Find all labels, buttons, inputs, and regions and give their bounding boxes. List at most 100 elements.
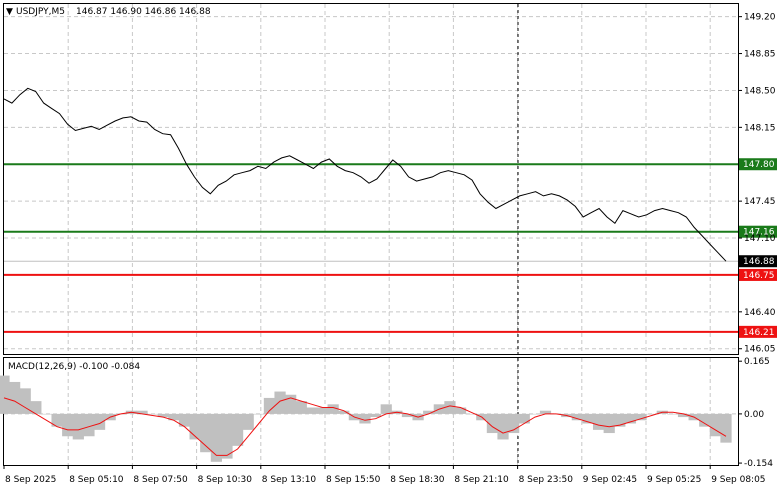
macd-histogram-bar (19, 388, 31, 414)
macd-histogram-bar (136, 410, 148, 414)
macd-histogram-bar (0, 375, 10, 414)
macd-histogram-bar (221, 413, 233, 459)
macd-histogram-bar (454, 407, 467, 414)
price-grid (4, 4, 738, 465)
time-tick-label: 8 Sep 21:10 (454, 475, 509, 485)
price-tick-label: 148.50 (744, 86, 776, 96)
macd-histogram-bar (508, 413, 520, 434)
macd-histogram-bar (497, 413, 509, 440)
macd-histogram-bar (253, 413, 265, 415)
macd-histogram-bar (465, 413, 477, 415)
macd-histogram-bar (338, 410, 350, 414)
macd-histogram-bar (263, 397, 276, 414)
macd-histogram-bar (592, 413, 605, 430)
time-tick-label: 8 Sep 05:10 (69, 475, 124, 485)
macd-histogram-bar (603, 413, 615, 434)
time-tick-label: 8 Sep 07:50 (133, 475, 188, 485)
macd-histogram-bar (539, 410, 552, 414)
macd-histogram-bar (83, 413, 95, 437)
macd-signal-line (3, 397, 727, 456)
macd-histogram-bar (295, 401, 307, 414)
macd-histogram-bar (614, 413, 626, 427)
macd-histogram-bar (274, 391, 286, 414)
price-tick-label: 148.15 (744, 123, 776, 133)
macd-histogram-bar (72, 413, 84, 440)
price-tick-label: 148.85 (744, 50, 776, 60)
macd-histogram-bar (327, 404, 339, 414)
macd-histogram-bar (168, 413, 180, 421)
macd-histogram-bar (210, 413, 222, 462)
macd-histogram-bar (709, 413, 721, 437)
macd-histogram-bar (51, 413, 63, 427)
horizontal-levels[interactable]: 147.80 147.16 146.75 146.21 146.88 (4, 158, 777, 338)
macd-histogram-bar (667, 413, 679, 415)
time-tick-label: 9 Sep 02:45 (583, 475, 637, 485)
macd-label: MACD(12,26,9) -0.100 -0.084 (8, 362, 140, 372)
symbol-label: USDJPY,M5 (16, 7, 65, 17)
level-tag-label: 147.16 (743, 228, 775, 238)
level-tag-green (739, 225, 777, 238)
macd-axis: 0.165 0.00 -0.154 (738, 357, 773, 469)
price-axis: 149.20 148.85 148.50 148.15 147.45 147.10 146.… (738, 13, 776, 355)
macd-histogram-bar (401, 413, 414, 418)
price-series (3, 87, 727, 262)
macd-histogram-bar (677, 413, 690, 418)
macd-histogram-bar (529, 413, 541, 415)
macd-histogram-bar (9, 381, 21, 414)
time-tick-label: 9 Sep 05:25 (647, 475, 701, 485)
macd-histogram-bar (486, 413, 499, 434)
macd-histogram-bar (582, 413, 594, 424)
macd-histogram-bar (316, 407, 329, 414)
macd-histogram-bar (635, 413, 647, 421)
price-tick-label: 146.05 (744, 345, 776, 355)
time-tick-label: 9 Sep 08:05 (711, 475, 765, 485)
macd-histogram-bar (200, 413, 212, 453)
level-tag-red (739, 268, 777, 281)
time-tick-label: 8 Sep 2025 (5, 475, 56, 485)
time-tick-label: 8 Sep 18:30 (390, 475, 445, 485)
current-price-tag (739, 255, 777, 268)
price-line (3, 87, 727, 262)
macd-histogram-bar (444, 401, 456, 414)
macd-histogram-bar (699, 413, 711, 427)
macd-histogram-bar (285, 394, 297, 414)
level-tag-green (739, 158, 777, 171)
macd-histogram-bar (147, 413, 159, 415)
macd-tick-label: 0.00 (744, 410, 764, 420)
macd-histogram-bar (231, 413, 244, 446)
price-tick-label: 149.20 (744, 13, 776, 23)
time-tick-label: 8 Sep 10:30 (198, 475, 253, 485)
level-tag-red (739, 325, 777, 338)
macd-histogram-bar (624, 413, 637, 424)
macd-histogram-bar (423, 410, 435, 414)
time-tick-label: 8 Sep 23:50 (519, 475, 574, 485)
macd-histogram-bar (359, 413, 371, 424)
macd-histogram-bar (30, 401, 42, 414)
level-tag-label: 147.80 (743, 160, 775, 170)
macd-histogram-bar (518, 413, 530, 424)
price-panel-frame (3, 3, 739, 355)
macd-tick-label: -0.154 (744, 459, 773, 469)
macd-histogram-bar (370, 413, 382, 418)
time-axis: 8 Sep 2025 8 Sep 05:10 8 Sep 07:50 8 Sep 10… (3, 465, 766, 485)
ohlc-values: 146.87 146.90 146.86 146.88 (76, 7, 211, 17)
macd-histogram-bar (242, 413, 254, 430)
macd-tick-label: 0.165 (744, 357, 770, 367)
macd-histogram-bar (720, 413, 732, 443)
macd-histogram-bar (62, 413, 74, 437)
level-tag-label: 146.21 (743, 328, 775, 338)
macd-histogram-bar (189, 413, 201, 440)
macd-histogram-bar (93, 413, 106, 430)
price-tick-label: 147.45 (744, 197, 776, 207)
collapse-arrow-icon[interactable]: ▼ (6, 7, 13, 17)
price-tick-label: 146.40 (744, 308, 776, 318)
macd-series (0, 375, 732, 462)
macd-histogram-bar (380, 404, 392, 414)
time-tick-label: 8 Sep 15:50 (326, 475, 381, 485)
price-tick-label: 147.10 (744, 234, 776, 244)
macd-histogram-bar (306, 407, 318, 414)
macd-histogram-bar (157, 413, 169, 418)
level-tag-label: 146.75 (743, 271, 775, 281)
macd-panel-frame (3, 357, 739, 466)
